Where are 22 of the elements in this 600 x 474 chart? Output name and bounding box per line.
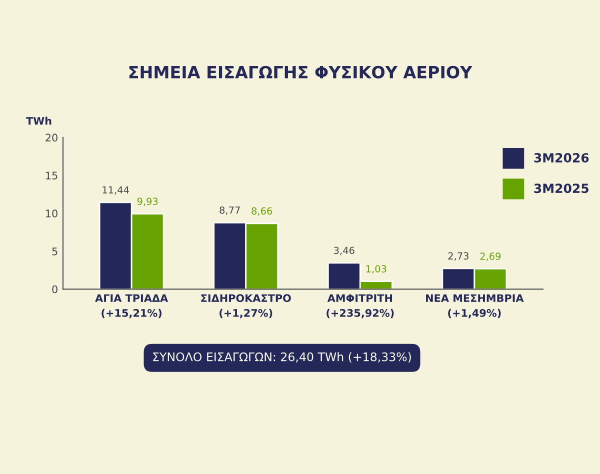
data-label: 8,77 bbox=[220, 206, 240, 215]
text: ΣΥΝΟΛΟ ΕΙΣΑΓΩΓΩΝ: 26,40 TWh (+18,33%) bbox=[153, 352, 411, 363]
legend-label: 3M2026 bbox=[534, 153, 589, 163]
data-label: 3,46 bbox=[334, 246, 354, 256]
data-label: 2,73 bbox=[448, 252, 468, 261]
chart-title: ΣΗΜΕΙΑ ΕΙΣΑΓΩΓΗΣ ΦΥΣΙΚΟΥ ΑΕΡΙΟΥ bbox=[129, 66, 472, 78]
x-tick-label: ΑΓΙΑ ΤΡΙΑΔΑ (+15,21%) bbox=[95, 294, 168, 318]
y-tick-label: 0 bbox=[52, 285, 58, 294]
x-tick-label: ΑΜΦΙΤΡΙΤΗ (+235,92%) bbox=[326, 294, 394, 318]
data-label: 9,93 bbox=[137, 198, 158, 206]
x-tick-label: ΝΕΑ ΜΕΣΗΜΒΡΙΑ (+1,49%) bbox=[426, 294, 524, 318]
data-label: 1,03 bbox=[366, 265, 386, 274]
data-label: 2,69 bbox=[480, 252, 501, 261]
x-tick-label: ΣΙΔΗΡΟΚΑΣΤΡΟ (+1,27%) bbox=[201, 294, 291, 318]
y-tick-label: 15 bbox=[46, 172, 58, 180]
y-axis-title: TWh bbox=[26, 116, 52, 125]
data-label: 11,44 bbox=[102, 186, 129, 195]
y-tick-label: 20 bbox=[46, 134, 58, 142]
legend-label: 3M2025 bbox=[534, 184, 588, 194]
data-label: 8,66 bbox=[252, 207, 272, 216]
y-tick-label: 10 bbox=[46, 210, 58, 218]
y-tick-label: 5 bbox=[52, 248, 58, 256]
